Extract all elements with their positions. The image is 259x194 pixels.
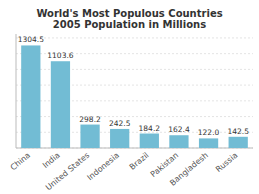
bar (229, 137, 248, 148)
data-label: 122.0 (198, 128, 220, 137)
data-label: 184.2 (139, 124, 161, 133)
title: World's Most Populous Countries2005 Popu… (36, 8, 222, 30)
grid-line (16, 37, 253, 38)
data-label: 1304.5 (18, 35, 44, 44)
bar (199, 138, 218, 148)
chart-svg: World's Most Populous Countries2005 Popu… (0, 0, 259, 194)
bar (51, 61, 70, 148)
x-tick-label: Brazil (128, 151, 151, 172)
x-tick-label: Indonesia (86, 151, 121, 183)
grid (16, 38, 253, 148)
data-label: 142.5 (227, 127, 249, 136)
data-label: 242.5 (109, 119, 131, 128)
title-line: World's Most Populous Countries (36, 8, 222, 19)
bar (80, 125, 99, 148)
x-tick-label: Russia (214, 151, 240, 174)
x-tick-label: China (9, 151, 32, 173)
title-line: 2005 Population in Millions (53, 19, 206, 30)
x-tick-label: Bangladesh (168, 151, 210, 188)
y-axis-line (16, 34, 17, 148)
x-tick-label: United States (44, 151, 91, 193)
data-label: 1103.6 (47, 51, 73, 60)
chart-container: World's Most Populous Countries2005 Popu… (0, 0, 259, 194)
x-tick-label: India (41, 151, 62, 171)
data-label: 162.4 (168, 125, 190, 134)
bar (21, 45, 40, 148)
x-tick-labels: ChinaIndiaUnited StatesIndonesiaBrazilPa… (9, 151, 240, 193)
bars (21, 45, 248, 148)
data-labels: 1304.51103.6 298.2 242.5 184.2 162.4 122.0 142… (18, 35, 249, 137)
bar (169, 135, 188, 148)
data-label: 298.2 (79, 115, 101, 124)
bar (110, 129, 129, 148)
bar (140, 134, 159, 148)
